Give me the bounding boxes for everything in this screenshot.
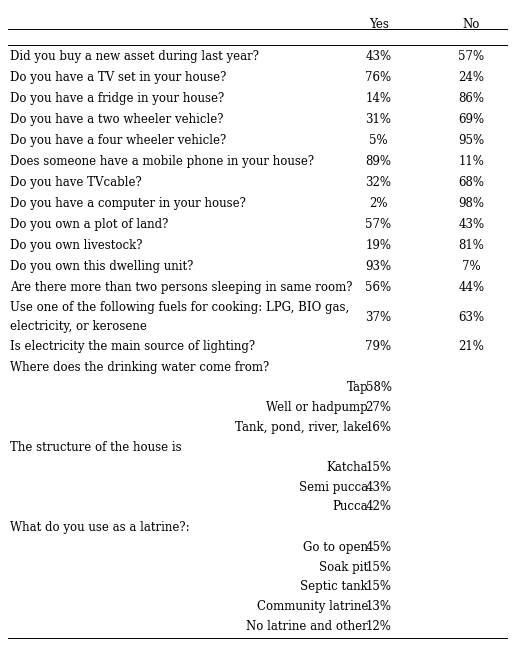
Text: Katcha: Katcha [327,461,368,474]
Text: Semi pucca: Semi pucca [299,481,368,494]
Text: 76%: 76% [366,71,391,84]
Text: 7%: 7% [462,260,480,273]
Text: 5%: 5% [369,134,388,147]
Text: Use one of the following fuels for cooking: LPG, BIO gas,: Use one of the following fuels for cooki… [10,301,350,314]
Text: 24%: 24% [458,71,484,84]
Text: 19%: 19% [366,239,391,252]
Text: 63%: 63% [458,310,484,324]
Text: electricity, or kerosene: electricity, or kerosene [10,320,147,333]
Text: Soak pit: Soak pit [319,561,368,574]
Text: 14%: 14% [366,92,391,105]
Text: 86%: 86% [458,92,484,105]
Text: 15%: 15% [366,461,391,474]
Text: Do you own livestock?: Do you own livestock? [10,239,143,252]
Text: Do you have a two wheeler vehicle?: Do you have a two wheeler vehicle? [10,113,224,126]
Text: 15%: 15% [366,580,391,593]
Text: Do you own this dwelling unit?: Do you own this dwelling unit? [10,260,194,273]
Text: 2%: 2% [369,197,388,210]
Text: 43%: 43% [366,50,391,64]
Text: 31%: 31% [366,113,391,126]
Text: 42%: 42% [366,500,391,514]
Text: 13%: 13% [366,600,391,613]
Text: Where does the drinking water come from?: Where does the drinking water come from? [10,361,269,374]
Text: Tap: Tap [347,381,368,394]
Text: 11%: 11% [458,155,484,168]
Text: Is electricity the main source of lighting?: Is electricity the main source of lighti… [10,340,255,353]
Text: What do you use as a latrine?:: What do you use as a latrine?: [10,521,190,534]
Text: 12%: 12% [366,620,391,633]
Text: 69%: 69% [458,113,484,126]
Text: 27%: 27% [366,401,391,414]
Text: The structure of the house is: The structure of the house is [10,441,182,454]
Text: 58%: 58% [366,381,391,394]
Text: 43%: 43% [458,218,484,231]
Text: No latrine and other: No latrine and other [247,620,368,633]
Text: 57%: 57% [458,50,484,64]
Text: 81%: 81% [458,239,484,252]
Text: 56%: 56% [366,281,391,294]
Text: 68%: 68% [458,176,484,189]
Text: 57%: 57% [366,218,391,231]
Text: Do you own a plot of land?: Do you own a plot of land? [10,218,169,231]
Text: 79%: 79% [366,340,391,353]
Text: Do you have a TV set in your house?: Do you have a TV set in your house? [10,71,227,84]
Text: 95%: 95% [458,134,484,147]
Text: Do you have TVcable?: Do you have TVcable? [10,176,142,189]
Text: Yes: Yes [369,18,388,31]
Text: 45%: 45% [366,541,391,554]
Text: 16%: 16% [366,421,391,434]
Text: 93%: 93% [366,260,391,273]
Text: Well or hadpump: Well or hadpump [266,401,368,414]
Text: 21%: 21% [458,340,484,353]
Text: Do you have a computer in your house?: Do you have a computer in your house? [10,197,246,210]
Text: Community latrine: Community latrine [257,600,368,613]
Text: 98%: 98% [458,197,484,210]
Text: No: No [462,18,480,31]
Text: 44%: 44% [458,281,484,294]
Text: Does someone have a mobile phone in your house?: Does someone have a mobile phone in your… [10,155,315,168]
Text: Tank, pond, river, lake: Tank, pond, river, lake [235,421,368,434]
Text: Pucca: Pucca [333,500,368,514]
Text: 37%: 37% [366,310,391,324]
Text: Septic tank: Septic tank [300,580,368,593]
Text: Are there more than two persons sleeping in same room?: Are there more than two persons sleeping… [10,281,353,294]
Text: Do you have a fridge in your house?: Do you have a fridge in your house? [10,92,225,105]
Text: 89%: 89% [366,155,391,168]
Text: 32%: 32% [366,176,391,189]
Text: 15%: 15% [366,561,391,574]
Text: Go to open: Go to open [303,541,368,554]
Text: Did you buy a new asset during last year?: Did you buy a new asset during last year… [10,50,259,64]
Text: 43%: 43% [366,481,391,494]
Text: Do you have a four wheeler vehicle?: Do you have a four wheeler vehicle? [10,134,227,147]
